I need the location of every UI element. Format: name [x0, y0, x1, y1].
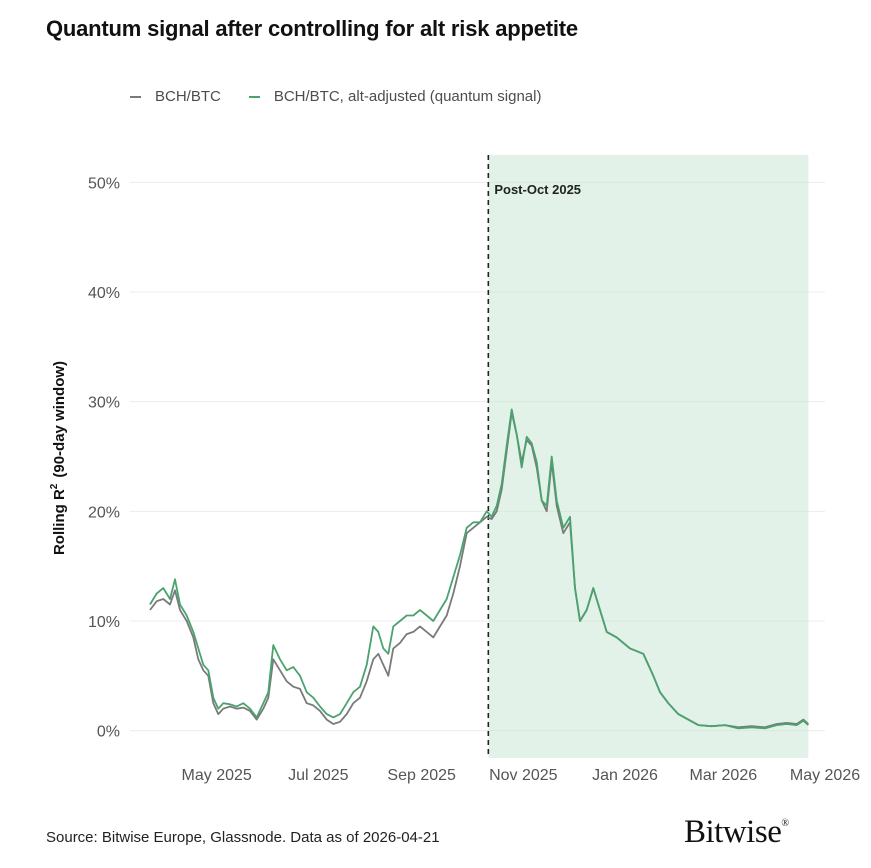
legend-swatch-adjusted: [248, 95, 260, 98]
y-axis-ticks: 0% 10% 20% 30% 40% 50%: [88, 175, 120, 740]
logo-text: Bitwise: [684, 814, 782, 850]
x-axis-ticks: May 2025 Jul 2025 Sep 2025 Nov 2025 Jan 2026…: [182, 767, 861, 784]
legend-item-adjusted: BCH/BTC, alt-adjusted (quantum signal): [248, 88, 542, 105]
bitwise-logo: Bitwise®: [684, 814, 789, 851]
y-axis-label-main: Rolling R: [51, 489, 68, 555]
x-tick-label: May 2025: [182, 767, 252, 784]
legend-label-raw: BCH/BTC: [155, 88, 221, 105]
y-axis-label-rest: (90-day window): [51, 361, 68, 478]
registered-mark: ®: [781, 818, 789, 829]
x-tick-label: May 2026: [790, 767, 860, 784]
legend: BCH/BTC BCH/BTC, alt-adjusted (quantum s…: [130, 88, 541, 105]
y-tick-label: 30%: [88, 395, 120, 412]
series-line-alt-adjusted: [149, 408, 809, 730]
post-oct-label: Post-Oct 2025: [494, 182, 581, 197]
y-tick-label: 40%: [88, 285, 120, 302]
y-tick-label: 20%: [88, 504, 120, 521]
y-axis-label: Rolling R2 (90-day window): [49, 361, 68, 555]
source-note: Source: Bitwise Europe, Glassnode. Data …: [46, 829, 440, 846]
post-oct-shade: [488, 155, 809, 758]
legend-item-raw: BCH/BTC: [130, 88, 221, 105]
legend-label-adjusted: BCH/BTC, alt-adjusted (quantum signal): [273, 88, 542, 105]
x-tick-label: Nov 2025: [489, 767, 558, 784]
x-tick-label: Jan 2026: [592, 767, 658, 784]
x-tick-label: Jul 2025: [288, 767, 349, 784]
y-axis-label-sup: 2: [49, 483, 60, 489]
y-tick-label: 0%: [97, 724, 120, 741]
grid-lines: [130, 181, 825, 732]
legend-swatch-raw: [130, 95, 141, 98]
y-tick-label: 10%: [88, 614, 120, 631]
series-lines: [149, 408, 809, 730]
y-tick-label: 50%: [88, 175, 120, 192]
x-tick-label: Sep 2025: [387, 767, 456, 784]
x-tick-label: Mar 2026: [690, 767, 758, 784]
chart-title: Quantum signal after controlling for alt…: [46, 16, 578, 41]
